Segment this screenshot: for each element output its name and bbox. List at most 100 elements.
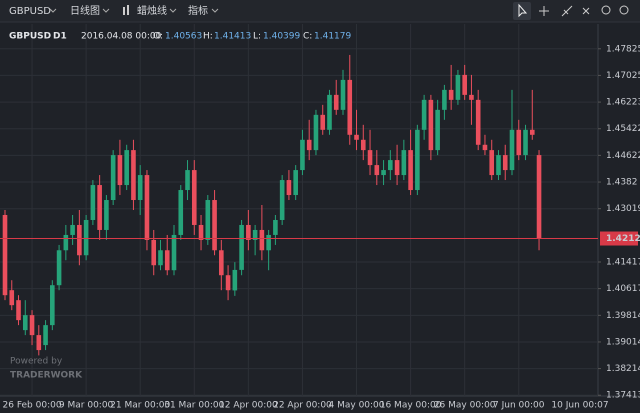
x-tick-label: 26 Feb 00:00 xyxy=(3,401,62,411)
candle-body xyxy=(198,224,204,240)
cursor-icon xyxy=(518,3,528,18)
candle-body xyxy=(536,155,542,239)
style-select[interactable]: 蜡烛线 xyxy=(137,4,167,17)
candle-body xyxy=(164,250,170,271)
indicator-select[interactable]: 指标 xyxy=(188,4,208,17)
watermark-line2: TRADERWORK xyxy=(10,371,83,381)
candle-body xyxy=(83,219,89,256)
watermark: Powered by TRADERWORK xyxy=(10,357,83,381)
candle-body xyxy=(367,150,373,166)
y-tick-label: 1.47825 xyxy=(606,44,640,54)
candle-body xyxy=(77,224,82,256)
y-tick-label: 1.38214 xyxy=(606,364,640,374)
candle-body xyxy=(415,129,420,191)
candle-body xyxy=(340,79,346,110)
cursor-tool[interactable] xyxy=(513,2,531,20)
candle-body xyxy=(523,129,528,156)
y-tick-label: 1.39814 xyxy=(606,311,640,321)
candle-body xyxy=(29,315,35,336)
candle-body xyxy=(347,79,353,135)
y-tick-label: 1.45422 xyxy=(606,124,640,134)
x-tick-label: 9 Mar 00:00 xyxy=(59,401,114,411)
candle-body xyxy=(529,129,535,135)
candle-body xyxy=(388,160,393,171)
candle-body xyxy=(56,250,62,286)
candle-body xyxy=(131,150,136,201)
y-tick-label: 1.41417 xyxy=(606,258,640,268)
candle-body xyxy=(191,170,197,225)
x-tick-label: 16 May 00:00 xyxy=(380,401,442,411)
candle-body xyxy=(509,129,515,171)
candle-body xyxy=(22,315,28,331)
candle-body xyxy=(469,94,474,100)
x-tick-label: 12 Apr 00:00 xyxy=(219,401,278,411)
candle-body xyxy=(232,269,238,291)
candle-body xyxy=(43,325,48,346)
candle-body xyxy=(482,144,488,151)
candle-body xyxy=(300,139,305,171)
candle-body xyxy=(225,275,231,291)
candle-body xyxy=(252,229,258,240)
candle-body xyxy=(239,224,244,270)
y-tick-label: 1.44622 xyxy=(606,151,640,161)
low-label: L: xyxy=(253,32,261,42)
header-symbol: GBPUSD xyxy=(9,32,51,42)
x-tick-label: 4 May 00:00 xyxy=(329,401,385,411)
candle-body xyxy=(360,139,366,151)
candle-body xyxy=(489,150,495,176)
candle-body xyxy=(70,224,75,235)
candle-body xyxy=(90,185,96,220)
candle-body xyxy=(117,155,123,186)
candle-body xyxy=(137,175,143,201)
candle-body xyxy=(475,99,481,145)
candle-body xyxy=(516,129,522,156)
candle-body xyxy=(435,109,440,151)
candle-body xyxy=(286,180,292,196)
header-timeframe: D1 xyxy=(53,32,67,42)
y-tick-label: 1.43019 xyxy=(606,204,640,214)
x-tick-label: 7 Jun 00:00 xyxy=(493,401,545,411)
y-tick-label: 1.40617 xyxy=(606,284,640,294)
x-tick-label: 26 May 00:00 xyxy=(434,401,496,411)
candle-body xyxy=(408,150,413,191)
symbol-select[interactable]: GBPUSD xyxy=(9,6,51,17)
candle-body xyxy=(266,234,271,251)
close-value: 1.41179 xyxy=(314,32,351,42)
candle-body xyxy=(394,160,400,176)
candle-body xyxy=(320,114,326,130)
candle-body xyxy=(16,300,21,321)
period-select[interactable]: 日线图 xyxy=(70,4,100,17)
candle-body xyxy=(104,200,109,230)
plot-area: 1.47825 1.47025 1.46223 1.45422 1.44622 1.438… xyxy=(0,24,640,411)
candle-body xyxy=(158,250,163,266)
candle-body xyxy=(374,165,380,176)
ohlc-header: GBPUSD D1 2016.04.08 00:00 O: 1.40563 H:… xyxy=(9,32,351,42)
dropdown-arrow xyxy=(102,8,110,13)
candle-body xyxy=(306,139,312,151)
toolbar: GBPUSD 日线图 蜡烛线 指标 xyxy=(0,0,640,23)
candle-body xyxy=(144,175,150,240)
dropdown-arrow xyxy=(169,8,177,13)
draw-tool[interactable] xyxy=(561,5,573,17)
candle-body xyxy=(2,214,8,296)
cursor-time-label: 10 Jun 00:07 xyxy=(551,401,608,411)
zoom-out-tool[interactable] xyxy=(619,5,629,15)
candle-icon xyxy=(123,7,125,15)
x-tick-label: 31 Mar 00:00 xyxy=(164,401,224,411)
candle-body xyxy=(110,155,116,201)
y-tick-label: 1.37413 xyxy=(606,391,640,401)
delete-tool[interactable] xyxy=(582,7,590,15)
candle-body xyxy=(171,234,177,271)
crosshair-tool[interactable] xyxy=(539,6,549,16)
y-tick-label: 1.47025 xyxy=(606,71,640,81)
x-tick-label: 21 Mar 00:00 xyxy=(110,401,170,411)
candle-body xyxy=(327,94,332,130)
candle-body xyxy=(178,190,184,235)
zoom-in-tool[interactable] xyxy=(601,5,611,15)
high-label: H: xyxy=(203,32,213,42)
candle-body xyxy=(124,150,129,186)
candle-body xyxy=(212,200,217,251)
candle-body xyxy=(421,99,427,130)
candle-body xyxy=(455,74,461,100)
